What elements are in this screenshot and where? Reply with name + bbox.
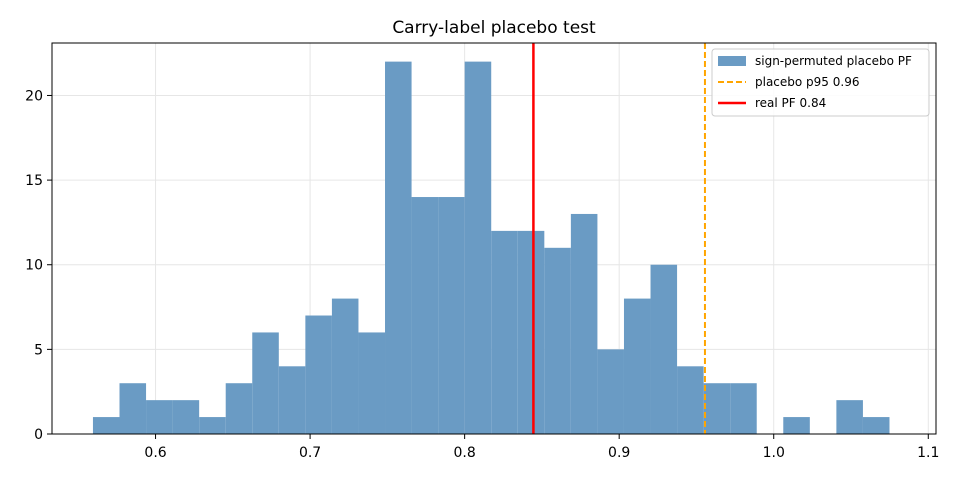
histogram-bar	[411, 197, 439, 434]
y-tick-label: 10	[25, 258, 43, 274]
histogram-bar	[331, 298, 359, 434]
histogram-bar	[677, 366, 704, 434]
histogram-bars	[92, 61, 890, 434]
histogram-bar	[385, 61, 412, 434]
histogram-bar	[703, 383, 731, 434]
x-tick-label: 0.8	[454, 445, 476, 461]
histogram-bar	[491, 230, 518, 434]
histogram-bar	[730, 383, 757, 434]
histogram-bar	[92, 417, 120, 434]
x-tick-label: 0.9	[608, 445, 630, 461]
histogram-bar	[225, 383, 253, 434]
plot-frame	[51, 42, 937, 435]
histogram-bar	[836, 400, 863, 434]
histogram-bar	[146, 400, 173, 434]
histogram-bar	[650, 264, 678, 434]
histogram-bar	[172, 400, 200, 434]
histogram-bar	[862, 417, 890, 434]
histogram-bar	[597, 349, 624, 434]
histogram-bar	[570, 213, 598, 434]
histogram-bar	[305, 315, 332, 434]
y-tick-label: 20	[25, 88, 43, 104]
legend-label-line: real PF 0.84	[755, 96, 826, 110]
x-tick-label: 1.1	[917, 445, 939, 461]
histogram-bar	[358, 332, 386, 434]
y-tick-label: 5	[34, 342, 43, 358]
histogram-bar	[783, 417, 810, 434]
histogram-bar	[252, 332, 279, 434]
histogram-bar	[199, 417, 226, 434]
legend: sign-permuted placebo PF placebo p95 0.96…	[711, 48, 930, 117]
histogram-bar	[544, 247, 571, 434]
histogram-bar	[278, 366, 306, 434]
histogram-bar	[438, 197, 465, 434]
axis-ticks: 0.6 0.7 0.8 0.9 1.0 1.1 0 5 10 15 20	[25, 88, 939, 461]
reference-lines	[532, 43, 706, 434]
y-tick-label: 0	[34, 427, 43, 443]
histogram-bar	[119, 383, 147, 434]
histogram-bar	[464, 61, 492, 434]
y-tick-label: 15	[25, 173, 43, 189]
x-tick-label: 1.0	[763, 445, 785, 461]
legend-swatch-placebo	[718, 56, 746, 66]
x-tick-label: 0.6	[144, 445, 166, 461]
x-tick-label: 0.7	[299, 445, 321, 461]
histogram-bar	[623, 298, 651, 434]
histogram-bar	[517, 230, 545, 434]
legend-box	[711, 48, 930, 117]
chart-title: Carry-label placebo test	[392, 18, 596, 38]
legend-label-placebo: sign-permuted placebo PF	[755, 54, 912, 68]
legend-label-line: placebo p95 0.96	[755, 75, 859, 89]
